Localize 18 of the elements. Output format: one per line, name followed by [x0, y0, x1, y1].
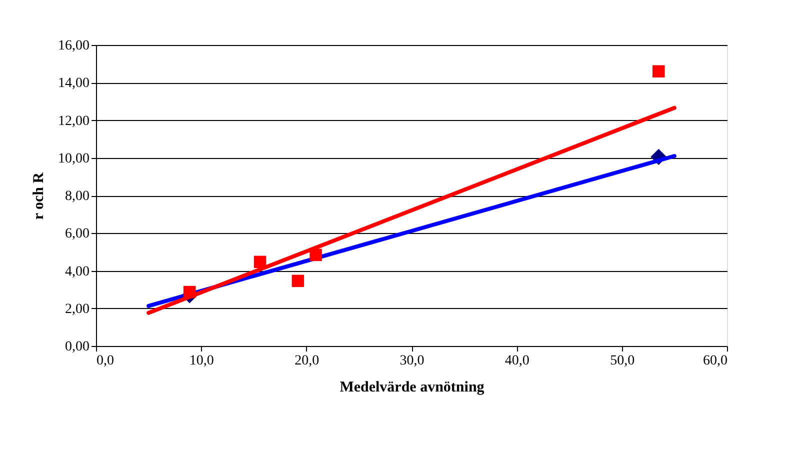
- x-axis-title: Medelvärde avnötning: [340, 380, 485, 396]
- y-tick-label: 4,00: [65, 264, 90, 280]
- y-tick-label: 2,00: [65, 302, 90, 317]
- y-axis-title: r och R: [31, 172, 47, 220]
- x-tick-label: 60,0: [703, 354, 728, 368]
- y-tick-label: 16,00: [58, 38, 90, 54]
- x-tick-label: 10,0: [189, 354, 214, 368]
- y-tick-label: 10,00: [58, 151, 90, 166]
- y-tick-label: 14,00: [58, 76, 90, 92]
- y-tick-label: 0,00: [65, 340, 90, 354]
- x-tick-label: 0,0: [96, 354, 114, 368]
- y-tick-label: 6,00: [65, 226, 90, 242]
- x-tick-label: 50,0: [610, 354, 635, 368]
- x-tick-label: 30,0: [400, 354, 424, 368]
- y-tick-label: 12,00: [58, 114, 90, 129]
- x-tick-label: 40,0: [504, 354, 530, 368]
- x-tick-label: 20,0: [294, 354, 320, 368]
- y-tick-label: 8,00: [65, 189, 90, 204]
